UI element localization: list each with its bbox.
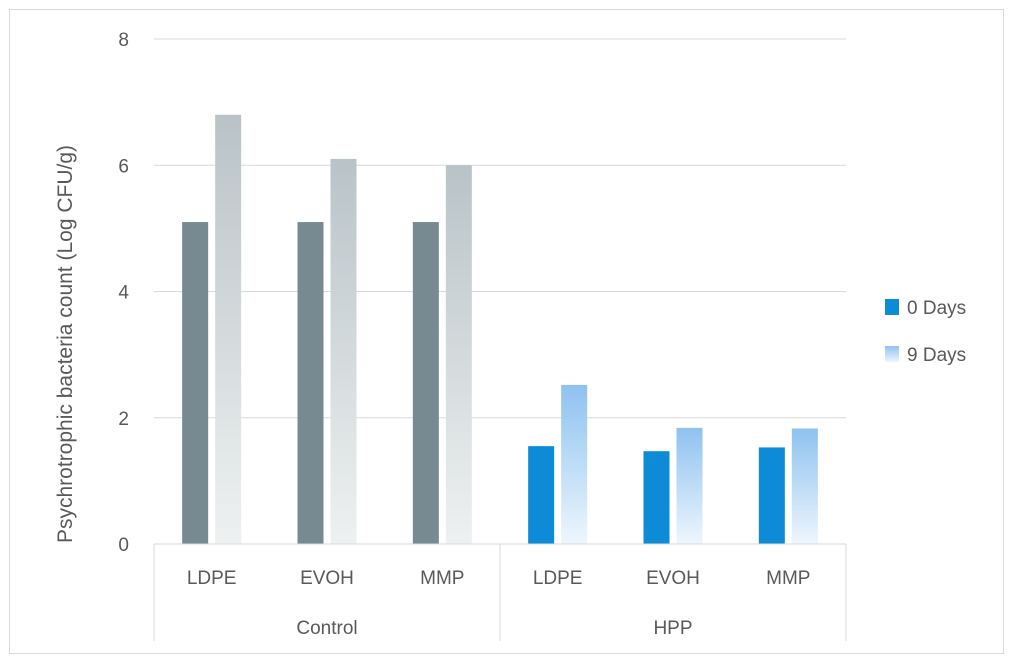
bar-hpp-mmp-0-days — [758, 447, 785, 544]
x-axis: LDPE EVOH MMP LDPE EVOH MMP Control HPP — [153, 543, 847, 641]
group-label-control: Control — [296, 618, 357, 639]
bars — [182, 114, 818, 544]
gridlines — [154, 38, 846, 545]
x-tick-label: LDPE — [187, 568, 237, 589]
y-tick-label: 0 — [118, 535, 129, 556]
bar-control-ldpe-0-days — [182, 222, 209, 544]
group-label-hpp: HPP — [653, 618, 692, 639]
y-tick-label: 2 — [118, 409, 129, 430]
x-tick-label: MMP — [766, 568, 810, 589]
bar-hpp-ldpe-9-days — [561, 384, 588, 544]
y-tick-label: 8 — [118, 30, 129, 51]
y-axis-ticks: 0 2 4 6 8 — [118, 30, 129, 556]
x-tick-label: EVOH — [300, 568, 354, 589]
x-tick-label: EVOH — [646, 568, 700, 589]
legend-label: 0 Days — [907, 298, 966, 319]
legend-label: 9 Days — [907, 345, 966, 366]
bar-hpp-evoh-0-days — [643, 451, 670, 544]
legend-swatch-0-days — [885, 299, 899, 315]
chart-frame — [9, 9, 1004, 654]
y-tick-label: 4 — [118, 283, 129, 304]
y-tick-label: 6 — [118, 156, 129, 177]
bar-control-mmp-0-days — [412, 222, 439, 544]
x-tick-label: LDPE — [533, 568, 583, 589]
legend-swatch-9-days — [885, 346, 899, 362]
y-axis-label: Psychrotrophic bacteria count (Log CFU/g… — [54, 145, 77, 543]
bar-control-evoh-0-days — [297, 222, 324, 544]
bar-hpp-evoh-9-days — [676, 427, 703, 544]
bar-control-evoh-9-days — [330, 158, 357, 544]
bar-control-ldpe-9-days — [215, 114, 242, 544]
bar-hpp-mmp-9-days — [791, 428, 818, 544]
bar-hpp-ldpe-0-days — [528, 446, 555, 544]
x-tick-label: MMP — [420, 568, 464, 589]
legend: 0 Days 9 Days — [885, 298, 966, 366]
bar-control-mmp-9-days — [445, 165, 472, 544]
